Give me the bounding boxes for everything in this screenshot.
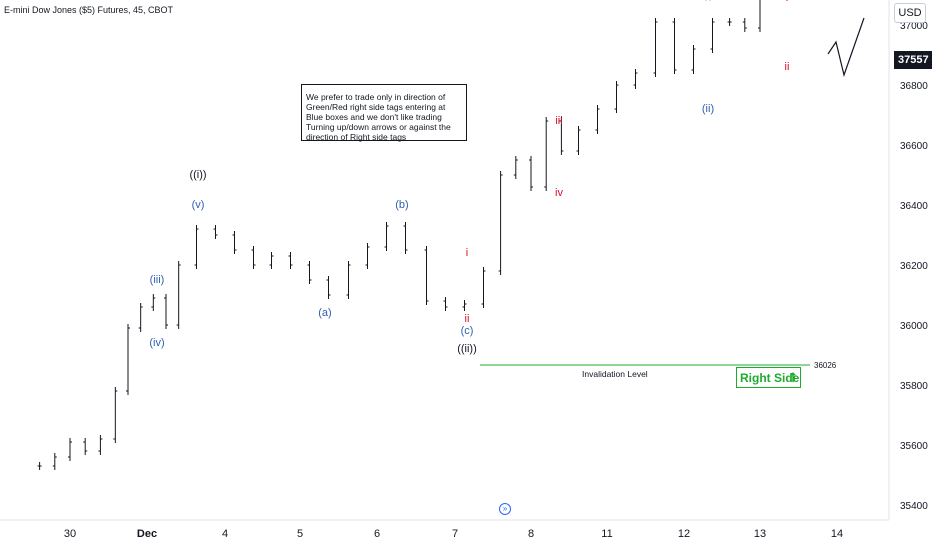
x-tick-label: 14 (831, 528, 843, 540)
wave-label: (b) (395, 199, 408, 211)
y-tick-label: 36200 (900, 261, 928, 272)
wave-label: (c) (461, 325, 474, 337)
wave-label: ii (785, 61, 790, 73)
x-tick-label: 13 (754, 528, 766, 540)
wave-label: ((i)) (189, 169, 206, 181)
arrow-up-icon: ⭡ (789, 370, 796, 385)
x-tick-label: 12 (678, 528, 690, 540)
price-axis: 35400 35600 35800 36000 36200 36400 36600 36800… (900, 21, 928, 512)
projection-path (827, 17, 865, 78)
y-tick-label: 36800 (900, 81, 928, 92)
symbol-title: E-mini Dow Jones ($5) Futures, 45, CBOT (4, 5, 174, 15)
wave-label: i (466, 247, 468, 259)
wave-label: (iii) (150, 274, 165, 286)
wave-label: (iv) (149, 337, 164, 349)
wave-label: iii (555, 115, 562, 127)
wave-labels: ((i))((ii))(iii)(iv)(v)(a)(b)(c)iiiiiiiv… (149, 0, 790, 355)
y-tick-label: 35600 (900, 441, 928, 452)
x-tick-label: 30 (64, 528, 76, 540)
x-tick-label: 4 (222, 528, 228, 540)
wave-label: (a) (318, 307, 331, 319)
y-tick-label: 36000 (900, 321, 928, 332)
wave-label: (i) (703, 0, 713, 1)
trading-note: We prefer to trade only in direction of … (301, 84, 467, 142)
right-side-label: Right Side (740, 371, 800, 385)
right-side-tag: Right Side ⭡ (736, 367, 801, 388)
x-tick-label: 8 (528, 528, 534, 540)
wave-label: (ii) (702, 103, 714, 115)
y-tick-label: 36600 (900, 141, 928, 152)
y-tick-label: 37000 (900, 21, 928, 32)
y-tick-label: 35400 (900, 501, 928, 512)
time-axis: 30 Dec 4 5 6 7 8 11 12 13 14 (64, 528, 843, 540)
price-bars (37, 0, 761, 470)
wave-label: ((ii)) (457, 343, 477, 355)
last-price-tag: 37557 (894, 51, 932, 69)
currency-button[interactable]: USD (894, 3, 926, 23)
y-tick-label: 35800 (900, 381, 928, 392)
x-tick-label: 6 (374, 528, 380, 540)
x-tick-label: 7 (452, 528, 458, 540)
y-tick-label: 36400 (900, 201, 928, 212)
invalidation-value: 36026 (814, 361, 837, 370)
scroll-forward-icon[interactable]: » (499, 503, 511, 515)
invalidation-label: Invalidation Level (582, 369, 648, 379)
x-tick-label: Dec (137, 528, 157, 540)
wave-label: iv (555, 187, 563, 199)
x-tick-label: 11 (601, 528, 612, 540)
wave-label: ii (465, 313, 470, 325)
wave-label: (v) (192, 199, 205, 211)
wave-label: i (786, 0, 788, 4)
x-tick-label: 5 (297, 528, 303, 540)
